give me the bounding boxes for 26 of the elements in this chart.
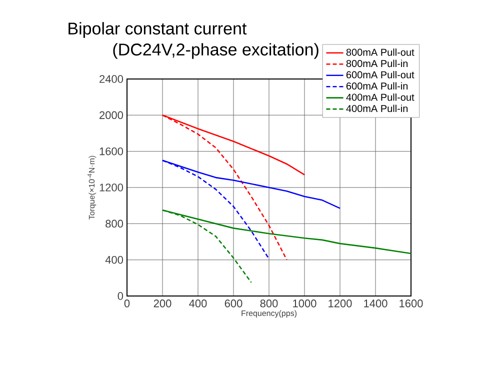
y-tick-label: 1200	[100, 184, 124, 192]
y-tick-label: 400	[105, 256, 124, 264]
legend-label: 600mA Pull-out	[346, 70, 414, 78]
legend-label: 800mA Pull-out	[346, 48, 414, 56]
y-tick-label: 1600	[100, 147, 124, 156]
y-tick-label: 2400	[100, 75, 124, 83]
chart-subtitle: (DC24V,2-phase excitation)	[113, 43, 318, 59]
y-axis-title: Torque(×10$^{-4}$N·m)	[88, 156, 96, 220]
y-tick-label: 2000	[100, 111, 124, 120]
x-tick-label: 1600	[400, 300, 423, 308]
x-tick-label: 0	[124, 300, 130, 308]
x-tick-label: 400	[189, 300, 207, 308]
x-axis-title: Frequency(pps)	[242, 310, 297, 318]
x-tick-label: 1200	[328, 300, 352, 308]
x-tick-label: 1400	[364, 300, 388, 308]
y-tick-label: 800	[106, 220, 124, 228]
legend-label: 400mA Pull-in	[346, 104, 408, 112]
legend-label: 800mA Pull-in	[346, 60, 408, 68]
x-tick-label: 1000	[293, 300, 316, 308]
x-tick-label: 600	[224, 300, 242, 308]
legend-label: 600mA Pull-in	[346, 82, 408, 90]
legend-label: 400mA Pull-out	[346, 93, 414, 101]
x-tick-label: 200	[154, 300, 172, 308]
chart-title: Bipolar constant current	[68, 22, 247, 38]
x-tick-label: 800	[260, 300, 278, 308]
y-tick-label: 0	[118, 292, 124, 300]
